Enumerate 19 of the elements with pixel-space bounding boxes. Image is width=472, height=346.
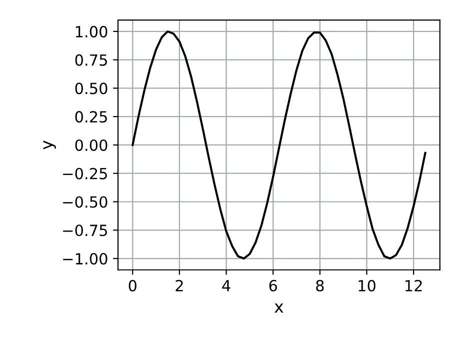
y-tick-label: 0.25 (75, 111, 107, 123)
y-tick-label: 0.50 (75, 82, 108, 94)
y-tick-label: −1.00 (63, 252, 108, 265)
x-tick-label: 8 (316, 280, 324, 292)
y-tick-label: −0.25 (63, 168, 107, 180)
y-tick-label: 0.00 (75, 139, 108, 151)
y-tick-label: 0.75 (75, 54, 107, 66)
x-tick-label: 0 (128, 280, 136, 292)
y-tick-label: 1.00 (76, 26, 108, 38)
y-axis-title: y (43, 140, 56, 150)
line-series (132, 30, 426, 260)
x-tick-label: 2 (176, 280, 183, 292)
x-tick-label: 6 (269, 280, 277, 292)
x-axis-title: x (274, 303, 284, 313)
x-tick-label: 4 (222, 280, 230, 292)
x-tick-label: 10 (358, 280, 376, 292)
x-tick-label: 12 (406, 280, 422, 292)
y-tick-label: −0.50 (63, 196, 108, 208)
y-tick-label: −0.75 (63, 224, 107, 236)
